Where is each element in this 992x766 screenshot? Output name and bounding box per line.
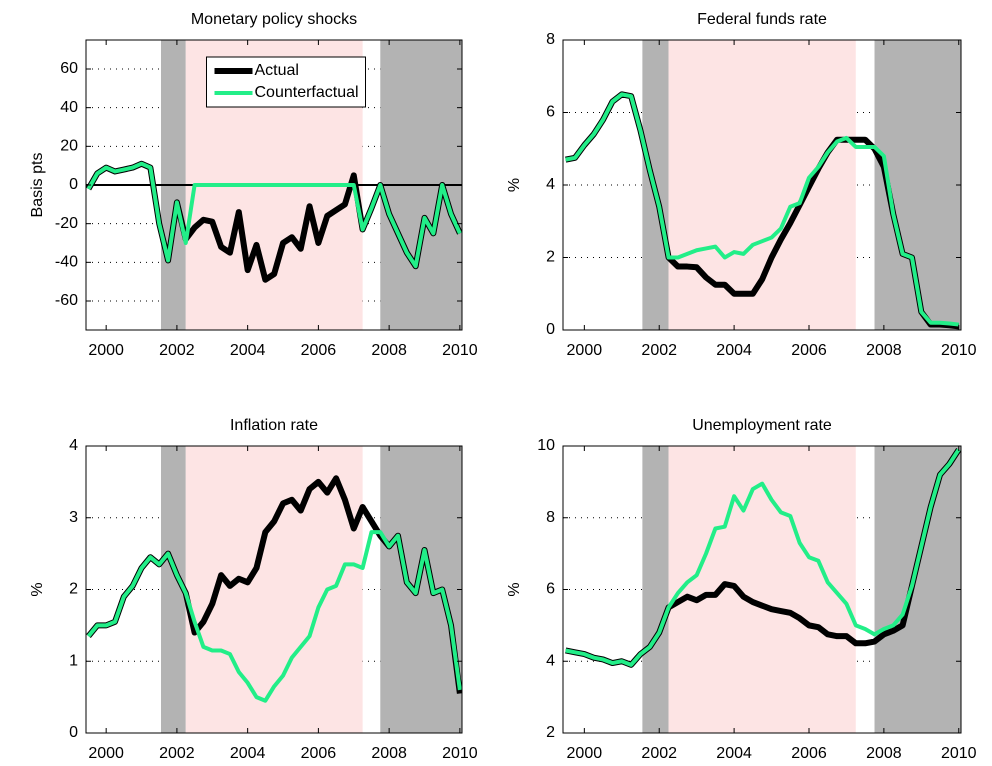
series-line xyxy=(86,161,462,269)
chart-title: Monetary policy shocks xyxy=(191,11,357,28)
legend-label: Actual xyxy=(255,62,299,79)
x-tick-label: 2004 xyxy=(716,745,752,762)
legend-box xyxy=(206,56,366,108)
y-tick-label: -40 xyxy=(55,254,78,271)
x-tick-label: 2000 xyxy=(567,342,603,359)
x-tick-label: 2006 xyxy=(301,745,337,762)
y-tick-label: 6 xyxy=(546,104,555,121)
chart-title: Federal funds rate xyxy=(697,11,827,28)
y-tick-label: -60 xyxy=(55,292,78,309)
x-tick-label: 2002 xyxy=(641,342,677,359)
x-tick-label: 2010 xyxy=(442,745,478,762)
y-tick-label: 20 xyxy=(60,138,78,155)
x-tick-label: 2004 xyxy=(230,745,266,762)
y-tick-label: 60 xyxy=(60,60,78,77)
y-tick-label: 0 xyxy=(69,724,78,741)
y-tick-label: 2 xyxy=(546,249,555,266)
x-tick-label: 2010 xyxy=(442,342,478,359)
x-tick-label: 2004 xyxy=(230,342,266,359)
x-tick-label: 2010 xyxy=(941,342,977,359)
y-tick-label: 4 xyxy=(546,176,555,193)
x-tick-label: 2006 xyxy=(791,745,827,762)
y-axis-label: % xyxy=(29,582,46,596)
series-line xyxy=(86,530,462,703)
x-tick-label: 2008 xyxy=(866,342,902,359)
shaded-region xyxy=(668,446,856,733)
chart-title: Inflation rate xyxy=(230,417,318,434)
x-tick-label: 2004 xyxy=(716,342,752,359)
panel: -60 -40 -20 0 20 40 60 2000 2002 2004 2006 2008 2010… xyxy=(29,11,478,359)
y-tick-label: 8 xyxy=(546,31,555,48)
y-axis-label: Basis pts xyxy=(29,153,46,218)
x-tick-label: 2002 xyxy=(641,745,677,762)
y-axis-label: % xyxy=(506,178,523,192)
y-tick-label: 4 xyxy=(546,652,555,669)
y-tick-label: 3 xyxy=(69,509,78,526)
y-tick-label: 0 xyxy=(69,176,78,193)
legend: Actual Counterfactual xyxy=(206,56,366,108)
y-tick-label: 2 xyxy=(69,581,78,598)
y-tick-label: 10 xyxy=(537,437,555,454)
x-tick-label: 2008 xyxy=(866,745,902,762)
shaded-region xyxy=(668,40,856,330)
x-tick-label: 2000 xyxy=(88,745,124,762)
x-tick-label: 2002 xyxy=(159,745,195,762)
y-tick-label: 0 xyxy=(546,321,555,338)
y-tick-label: 2 xyxy=(546,724,555,741)
x-tick-label: 2000 xyxy=(88,342,124,359)
x-tick-label: 2010 xyxy=(941,745,977,762)
panel: 0 1 2 3 4 2000 2002 2004 2006 2008 2010 Inflation r… xyxy=(29,417,478,762)
panel: 2 4 6 8 10 2000 2002 2004 2006 2008 2010 Unemployme… xyxy=(506,417,976,762)
y-tick-label: 1 xyxy=(69,652,78,669)
y-tick-label: 4 xyxy=(69,437,78,454)
shaded-region xyxy=(874,446,961,733)
shaded-region xyxy=(642,446,669,733)
x-tick-label: 2008 xyxy=(371,745,407,762)
series-line xyxy=(565,448,961,667)
x-tick-label: 2008 xyxy=(371,342,407,359)
x-tick-label: 2006 xyxy=(301,342,337,359)
x-tick-label: 2000 xyxy=(567,745,603,762)
x-tick-label: 2006 xyxy=(791,342,827,359)
panel: 0 2 4 6 8 2000 2002 2004 2006 2008 2010 Federal fun… xyxy=(506,11,976,359)
y-tick-label: 8 xyxy=(546,509,555,526)
legend-label: Counterfactual xyxy=(255,84,359,101)
chart-title: Unemployment rate xyxy=(692,417,832,434)
y-tick-label: 40 xyxy=(60,99,78,116)
y-tick-label: 6 xyxy=(546,581,555,598)
series-line xyxy=(565,92,959,327)
y-axis-label: % xyxy=(506,582,523,596)
shaded-region xyxy=(380,446,462,733)
x-tick-label: 2002 xyxy=(159,342,195,359)
y-tick-label: -20 xyxy=(55,215,78,232)
